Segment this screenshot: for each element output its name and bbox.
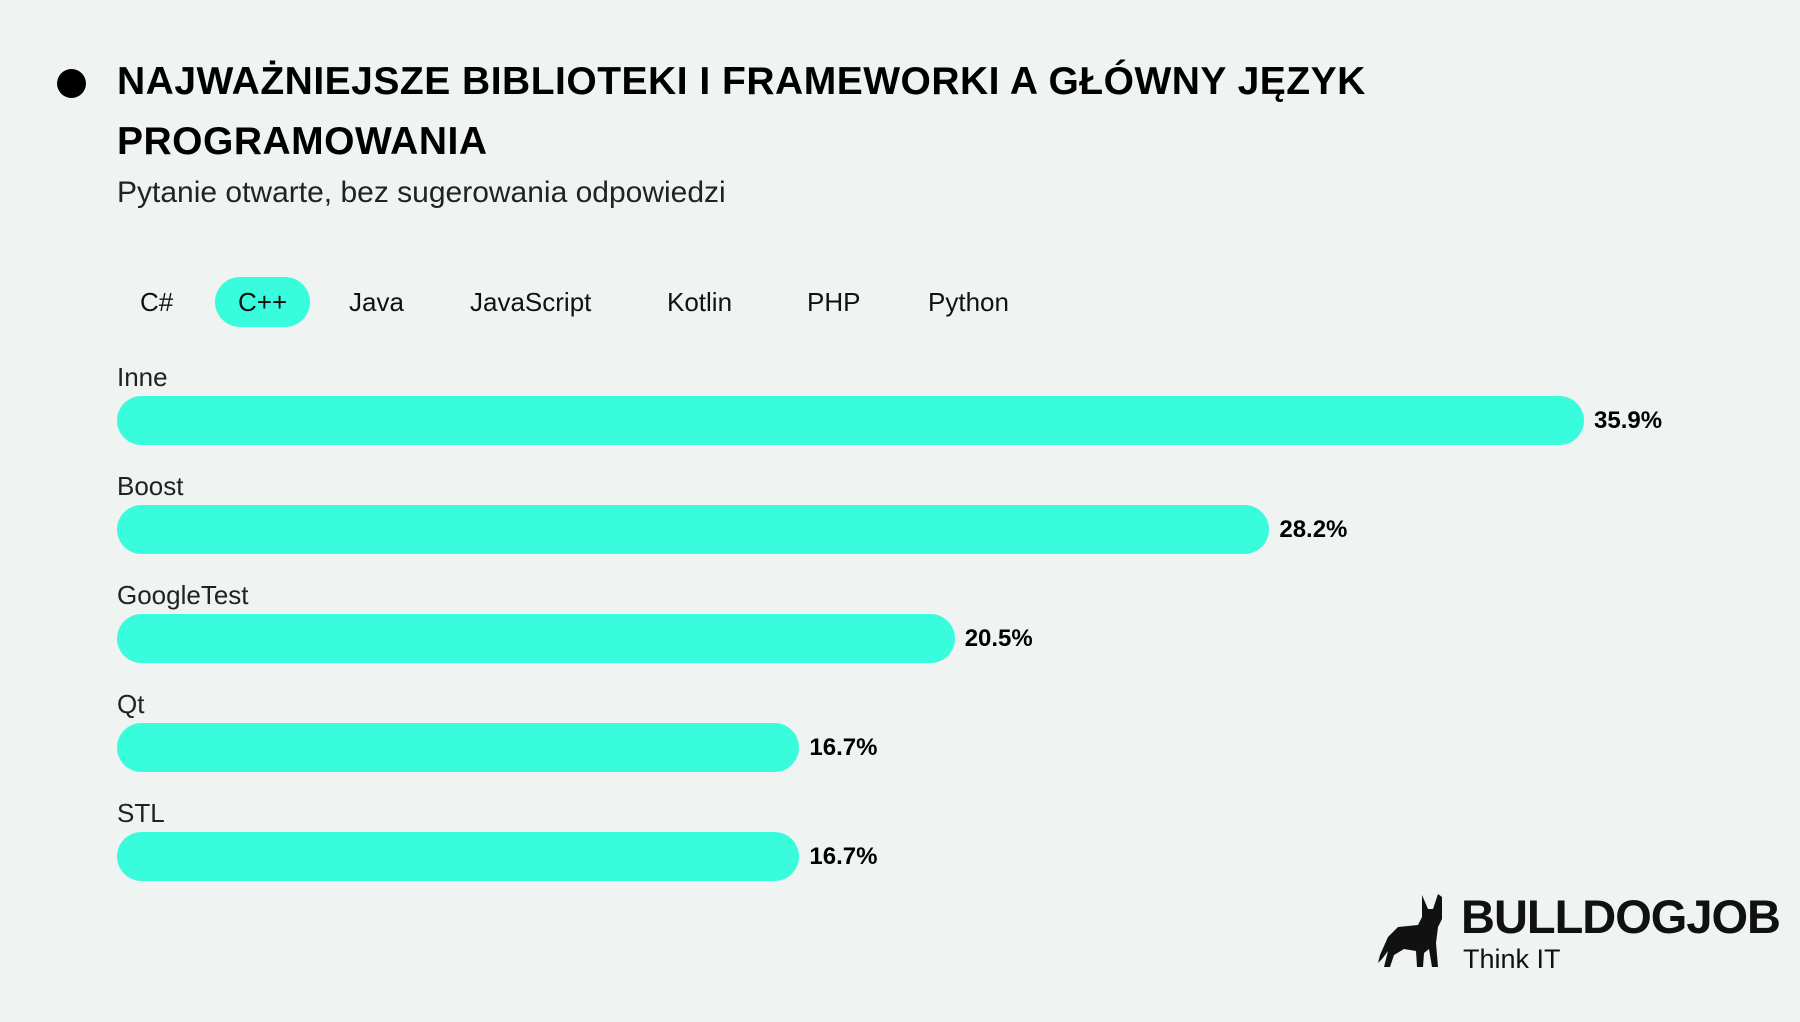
value-label: 28.2%: [1279, 516, 1348, 543]
tab-javascript[interactable]: JavaScript: [470, 287, 592, 317]
tab-kotlin[interactable]: Kotlin: [667, 287, 733, 317]
tab-csharp[interactable]: C#: [140, 287, 174, 317]
title-bullet: [57, 69, 86, 98]
tab-java[interactable]: Java: [349, 287, 404, 317]
bar-inne: [117, 396, 1584, 445]
bar-googletest: [117, 614, 955, 663]
value-label: 35.9%: [1594, 407, 1663, 434]
category-label: Qt: [117, 689, 145, 719]
value-label: 16.7%: [809, 734, 878, 761]
page-title: NAJWAŻNIEJSZE BIBLIOTEKI I FRAMEWORKI A …: [117, 60, 1366, 163]
value-label: 20.5%: [964, 625, 1033, 652]
bulldog-logo-icon: [1378, 894, 1442, 967]
category-label: Inne: [117, 362, 168, 392]
tab-python[interactable]: Python: [928, 287, 1009, 317]
bar-stl: [117, 832, 800, 881]
tab-cpp[interactable]: C++: [215, 277, 311, 327]
bar-qt: [117, 723, 800, 772]
value-label: 16.7%: [809, 843, 878, 870]
brand-tagline: Think IT: [1463, 944, 1561, 974]
bar-boost: [117, 505, 1270, 554]
brand-name: BULLDOGJOB: [1461, 890, 1781, 943]
category-label: STL: [117, 798, 165, 828]
category-label: Boost: [117, 471, 184, 501]
page-subtitle: Pytanie otwarte, bez sugerowania odpowie…: [117, 176, 726, 209]
category-label: GoogleTest: [117, 580, 249, 610]
tab-php[interactable]: PHP: [807, 287, 861, 317]
